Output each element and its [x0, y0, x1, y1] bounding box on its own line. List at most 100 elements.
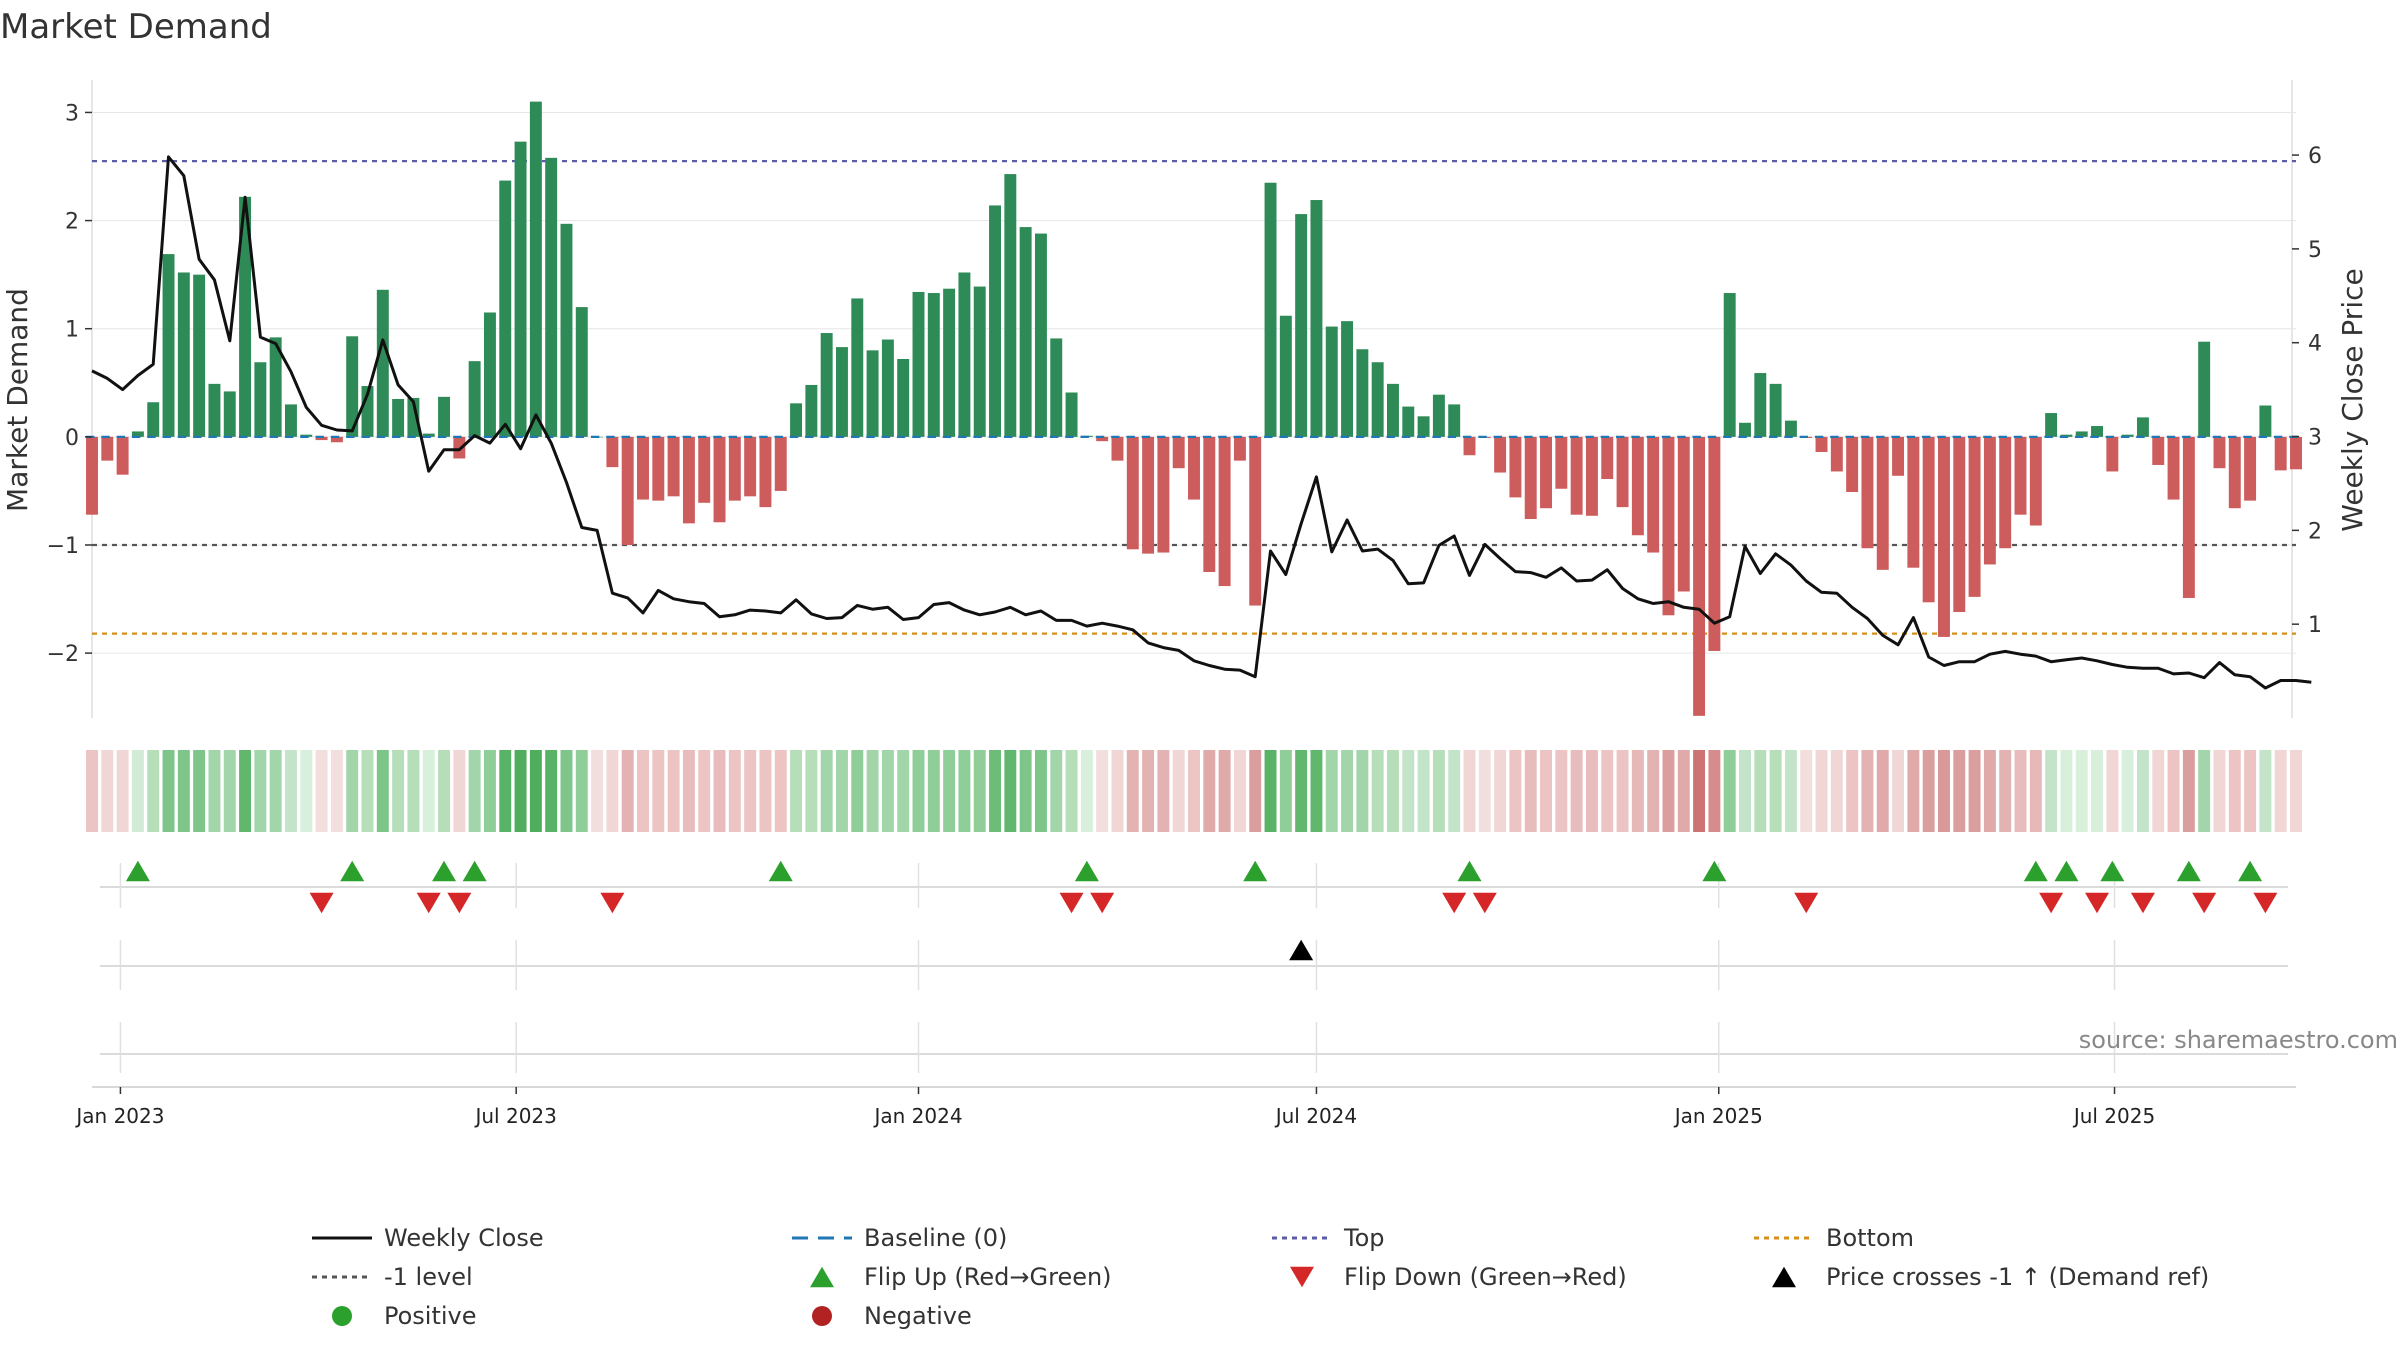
- legend-symbol: [1290, 1266, 1314, 1288]
- signal-markers: [125, 860, 2278, 961]
- demand-bar-positive: [422, 433, 435, 437]
- strip-cell: [1784, 750, 1797, 832]
- strip-cell: [575, 750, 588, 832]
- strip-cell: [1050, 750, 1063, 832]
- strip-cell: [1953, 750, 1966, 832]
- x-tick-label: Jan 2025: [1673, 1104, 1763, 1128]
- strip-cell: [1432, 750, 1445, 832]
- y2-tick-label: 4: [2308, 332, 2322, 357]
- strip-cell: [973, 750, 986, 832]
- demand-bar-negative: [652, 436, 665, 501]
- strip-cell: [1540, 750, 1552, 832]
- strip-cell: [744, 750, 757, 832]
- demand-bar-positive: [223, 391, 236, 437]
- demand-bar-negative: [2290, 436, 2302, 470]
- demand-bar-positive: [499, 180, 512, 437]
- demand-bar-negative: [2029, 436, 2042, 526]
- flip-up-marker: [2238, 860, 2263, 882]
- demand-bar-positive: [254, 362, 267, 437]
- left-axis-ticks: 3 2 1 0 −1 −2: [47, 101, 92, 667]
- demand-bar-negative: [1157, 436, 1170, 553]
- strip-cell: [300, 750, 313, 832]
- strip-cell: [1172, 750, 1185, 832]
- demand-bar-negative: [774, 436, 787, 491]
- demand-bar-positive: [973, 286, 986, 437]
- demand-bar-positive: [1784, 420, 1797, 437]
- demand-bar-positive: [1387, 383, 1399, 437]
- legend-label: Baseline (0): [864, 1224, 1007, 1252]
- strip-cell: [927, 750, 940, 832]
- strip-cell: [1800, 750, 1813, 832]
- demand-bar-negative: [2213, 436, 2226, 469]
- strip-cell: [805, 750, 818, 832]
- strip-cell: [667, 750, 680, 832]
- demand-bar-negative: [637, 436, 649, 500]
- signal-rows: [92, 886, 2296, 1088]
- strip-cell: [1723, 750, 1736, 832]
- demand-bar-negative: [1233, 436, 1246, 461]
- demand-bar-positive: [269, 337, 282, 437]
- demand-bar-positive: [1264, 182, 1277, 437]
- strip-cell: [2213, 750, 2226, 832]
- flip-down-marker: [1059, 892, 1084, 914]
- x-tick-label: Jul 2024: [1274, 1104, 1357, 1128]
- strip-cell: [1249, 750, 1262, 832]
- demand-bar-positive: [1448, 404, 1461, 437]
- flip-up-marker: [432, 860, 457, 882]
- demand-bar-positive: [958, 272, 971, 437]
- strip-cell: [177, 750, 190, 832]
- demand-bar-negative: [2182, 436, 2195, 598]
- demand-bar-positive: [805, 384, 818, 437]
- demand-bar-negative: [667, 436, 680, 497]
- strip-cell: [1861, 750, 1874, 832]
- flip-down-marker: [2085, 892, 2110, 914]
- strip-cell: [1371, 750, 1384, 832]
- demand-bar-negative: [1601, 436, 1614, 480]
- demand-bar-positive: [2259, 405, 2272, 437]
- strip-cell: [682, 750, 695, 832]
- y2-tick-label: 1: [2308, 613, 2322, 638]
- demand-bar-positive: [1019, 227, 1032, 437]
- demand-bar-negative: [744, 436, 757, 497]
- demand-bar-negative: [1494, 436, 1507, 473]
- demand-bar-negative: [698, 436, 711, 503]
- y-tick-label: −2: [47, 642, 79, 667]
- flip-up-marker: [2176, 860, 2201, 882]
- demand-bar-positive: [545, 157, 558, 437]
- demand-bar-positive: [468, 361, 481, 437]
- strip-cell: [2182, 750, 2195, 832]
- demand-bar-negative: [1907, 436, 1920, 568]
- strip-cell: [2290, 750, 2302, 832]
- demand-bar-positive: [866, 350, 879, 437]
- strip-cell: [1111, 750, 1124, 832]
- legend-label: Flip Up (Red→Green): [864, 1263, 1112, 1291]
- y2-tick-label: 6: [2308, 144, 2322, 169]
- flip-down-marker: [447, 892, 472, 914]
- strip-cell: [361, 750, 374, 832]
- strip-cell: [86, 750, 98, 832]
- chart-title: Market Demand: [0, 7, 272, 47]
- demand-bar-positive: [208, 383, 221, 437]
- legend-label: Top: [1343, 1224, 1385, 1252]
- strip-cell: [147, 750, 160, 832]
- demand-bar-positive: [193, 274, 206, 437]
- strip-cell: [1708, 750, 1721, 832]
- demand-bar-positive: [1310, 200, 1323, 437]
- strip-cell: [1555, 750, 1568, 832]
- cross-marker: [1289, 939, 1314, 961]
- demand-bar-negative: [1555, 436, 1568, 489]
- legend-label: Weekly Close: [384, 1224, 544, 1252]
- strip-cell: [1983, 750, 1996, 832]
- strip-cell: [1004, 750, 1017, 832]
- demand-bar-negative: [101, 436, 114, 461]
- strip-cell: [2228, 750, 2241, 832]
- demand-bar-negative: [2014, 436, 2027, 515]
- demand-bar-negative: [1631, 436, 1644, 536]
- demand-bar-positive: [1769, 383, 1782, 437]
- legend-label: -1 level: [384, 1263, 473, 1291]
- strip-cell: [2274, 750, 2287, 832]
- flip-down-marker: [1472, 892, 1497, 914]
- strip-cell: [2045, 750, 2058, 832]
- demand-bar-positive: [2091, 426, 2103, 437]
